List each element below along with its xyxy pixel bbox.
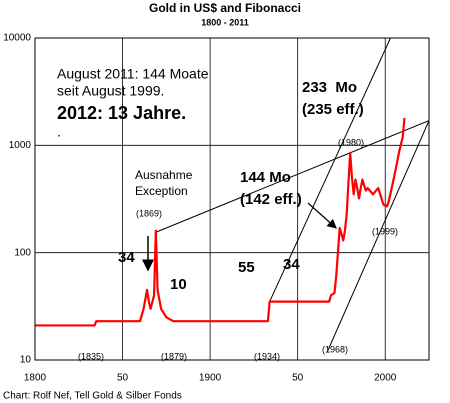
x-tick-label: 2000 [374,373,397,384]
data-line [35,117,406,327]
x-tick-label: 50 [292,373,304,384]
x-tick-label: 1900 [199,373,222,384]
annotation: 144 Mo [240,169,291,186]
annotation: 233 Mo [302,79,357,96]
annotation: (142 eff.) [240,191,302,208]
annotation: seit August 1999. [57,83,164,99]
annotation: (1968) [322,344,348,354]
annotation: (1980) [338,137,364,147]
annotation: . [57,124,61,140]
arrow [307,202,337,229]
annotation: (1934) [254,351,280,361]
annotation: (235 eff.) [302,101,364,118]
annotation: (1879) [161,351,187,361]
annotation: Exception [135,184,188,198]
annotation: 34 [118,249,135,266]
annotation: 2012: 13 Jahre. [57,103,186,123]
chart-title: Gold in US$ and Fibonacci [149,1,301,15]
x-tick-label: 50 [117,373,129,384]
annotation: (1999) [372,226,398,236]
trend-line [155,120,429,233]
chart-subtitle: 1800 - 2011 [201,17,249,27]
trend-line [326,120,429,352]
y-tick-label: 100 [14,247,31,258]
y-tick-label: 10000 [3,33,31,44]
annotation: 10 [170,276,187,293]
annotation: Ausnahme [135,168,193,182]
annotation: (1869) [136,208,162,218]
y-tick-label: 1000 [9,140,32,151]
source: Chart: Rolf Nef, Tell Gold & Silber Fond… [3,391,182,402]
annotation: 34 [283,256,300,273]
plot-area [35,38,429,360]
x-tick-label: 1800 [24,373,47,384]
y-tick-label: 10 [20,355,32,366]
annotation: 55 [238,259,255,276]
plot-border [34,37,430,361]
trend-line [269,38,391,302]
annotation: August 2011: 144 Moate [57,66,209,82]
annotation: (1835) [78,351,104,361]
